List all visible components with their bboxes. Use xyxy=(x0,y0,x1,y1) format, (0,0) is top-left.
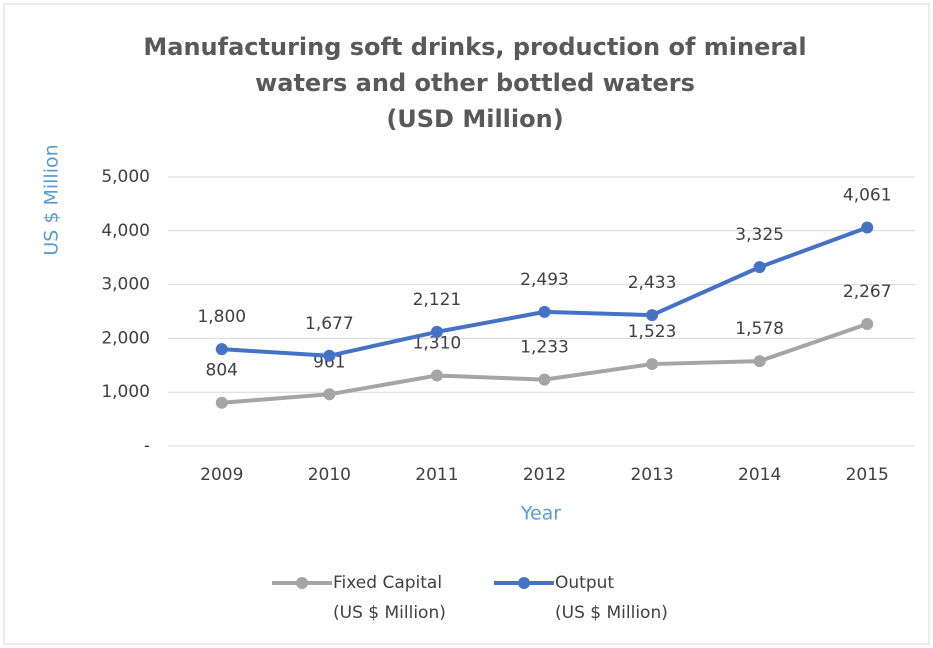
chart-title: waters and other bottled waters xyxy=(255,69,695,97)
data-label: 4,061 xyxy=(843,186,892,206)
point xyxy=(323,388,336,401)
point xyxy=(861,318,874,331)
point xyxy=(538,305,551,318)
x-tick-label: 2011 xyxy=(415,465,458,485)
data-label: 1,233 xyxy=(520,338,569,358)
point xyxy=(430,369,443,382)
point xyxy=(861,221,874,234)
point xyxy=(538,373,551,386)
legend-label: Output (US $ Million) xyxy=(555,573,668,623)
data-label: 1,523 xyxy=(628,322,677,342)
legend-marker xyxy=(296,577,308,589)
point xyxy=(753,261,766,274)
x-tick-label: 2009 xyxy=(200,465,243,485)
data-label: 961 xyxy=(313,352,345,372)
y-tick-label: 1,000 xyxy=(101,382,150,402)
point xyxy=(646,309,659,322)
data-label: 1,578 xyxy=(735,319,784,339)
y-tick-label: 2,000 xyxy=(101,328,150,348)
chart-border xyxy=(3,3,930,645)
point xyxy=(215,396,228,409)
point xyxy=(430,325,443,338)
y-tick-label: - xyxy=(144,436,150,456)
data-label: 2,493 xyxy=(520,270,569,290)
x-axis-title: Year xyxy=(520,503,561,525)
data-label: 1,310 xyxy=(413,334,462,354)
legend-marker xyxy=(518,577,530,589)
x-tick-label: 2013 xyxy=(630,465,673,485)
point xyxy=(646,358,659,371)
data-label: 1,800 xyxy=(197,307,246,327)
data-label: 2,267 xyxy=(843,282,892,302)
data-label: 2,433 xyxy=(628,273,677,293)
data-label: 2,121 xyxy=(413,290,462,310)
legend-label: Fixed Capital (US $ Million) xyxy=(333,573,446,623)
chart-title: Manufacturing soft drinks, production of… xyxy=(143,33,806,61)
point xyxy=(753,355,766,368)
y-tick-label: 3,000 xyxy=(101,275,150,295)
x-tick-label: 2010 xyxy=(308,465,351,485)
y-tick-label: 5,000 xyxy=(101,167,150,187)
y-tick-label: 4,000 xyxy=(101,221,150,241)
y-axis-title: US $ Million xyxy=(41,144,63,255)
point xyxy=(215,343,228,356)
x-tick-label: 2015 xyxy=(846,465,889,485)
x-tick-label: 2012 xyxy=(523,465,566,485)
point xyxy=(323,349,336,362)
data-label: 3,325 xyxy=(735,225,784,245)
chart-title: (USD Million) xyxy=(386,105,563,133)
data-label: 1,677 xyxy=(305,314,354,334)
x-tick-label: 2014 xyxy=(738,465,781,485)
data-label: 804 xyxy=(206,361,238,381)
